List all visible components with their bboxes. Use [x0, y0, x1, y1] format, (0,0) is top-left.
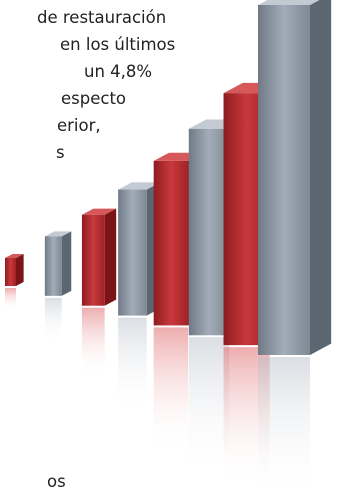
bar-reflection	[44, 297, 62, 343]
text-line-7: os	[47, 472, 66, 491]
bar-reflection	[258, 357, 310, 495]
bar-side	[310, 0, 332, 355]
text-line-3: un 4,8%	[84, 62, 153, 81]
bar-reflection	[5, 288, 16, 309]
text-line-5: erior,	[57, 116, 101, 135]
bar-top	[81, 208, 117, 215]
bar-top	[118, 182, 161, 190]
text-line-4: especto	[61, 89, 127, 108]
bar-reflection	[81, 307, 105, 376]
text-line-6: s	[56, 143, 65, 162]
bar-top	[258, 0, 320, 5]
bar-side	[16, 254, 24, 286]
bar-grey	[258, 5, 310, 355]
bar-side	[61, 231, 72, 296]
text-line-2: en los últimos	[60, 35, 176, 54]
bar-grey	[188, 128, 230, 336]
bar-side	[104, 208, 117, 306]
bar-top	[44, 231, 72, 237]
bar-reflection	[188, 337, 230, 478]
text-line-1: de restauración	[37, 8, 167, 27]
bar-grey	[118, 189, 147, 316]
bar-red	[5, 258, 16, 286]
bar-red	[153, 160, 189, 326]
bar-grey	[44, 236, 62, 296]
bar-red	[81, 214, 105, 306]
bar-reflection	[118, 317, 147, 413]
bar-top	[5, 254, 24, 258]
bar-reflection	[153, 327, 189, 451]
